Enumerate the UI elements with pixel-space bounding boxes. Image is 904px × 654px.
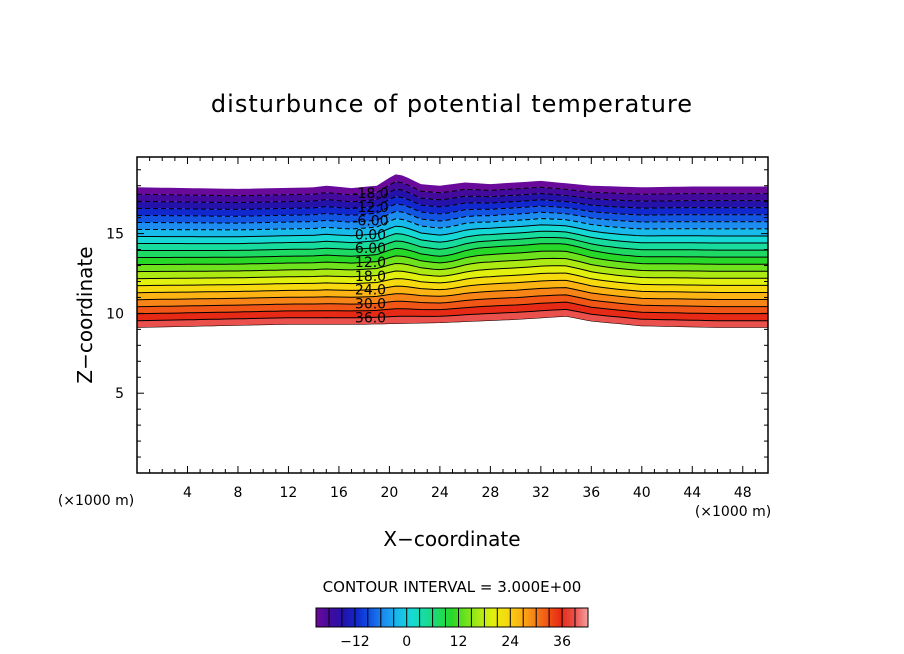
- contour-band: [137, 204, 768, 224]
- contour-interval-label: CONTOUR INTERVAL = 3.000E+00: [323, 578, 582, 596]
- contour-band: [137, 218, 768, 237]
- contour-band: [137, 174, 768, 196]
- contour-band: [137, 189, 768, 210]
- x-tick-label: 48: [734, 485, 752, 501]
- contour-band: [137, 309, 768, 328]
- x-unit-label: (×1000 m): [695, 504, 771, 520]
- contour-line: [137, 188, 768, 204]
- y-tick-label: 15: [106, 227, 124, 243]
- contour-label: 6.00: [355, 241, 386, 257]
- y-tick-label: 5: [115, 386, 124, 402]
- x-tick-label: 28: [481, 485, 499, 501]
- contour-band: [137, 211, 768, 230]
- contour-label: 18.0: [355, 269, 386, 285]
- colorbar-tick-label: 12: [450, 634, 468, 650]
- chart-title: disturbunce of potential temperature: [211, 90, 693, 118]
- contour-line: [137, 224, 768, 238]
- contour-label: -18.0: [352, 186, 388, 202]
- contour-line: [137, 265, 768, 280]
- x-tick-label: 12: [280, 485, 298, 501]
- contour-line: [137, 257, 768, 273]
- colorbar-frame: [315, 607, 589, 628]
- y-tick-label: 10: [106, 306, 124, 322]
- contour-band: [137, 181, 768, 203]
- x-tick-label: 24: [431, 485, 449, 501]
- contour-line: [137, 308, 768, 322]
- x-tick-label: 32: [532, 485, 550, 501]
- x-tick-label: 40: [633, 485, 651, 501]
- x-tick-label: 16: [330, 485, 348, 501]
- contour-band: [137, 196, 768, 217]
- contour-line: [137, 230, 768, 245]
- contour-line: [137, 196, 768, 210]
- contour-line: [137, 181, 768, 197]
- x-axis-title: X−coordinate: [383, 527, 520, 551]
- contour-line: [137, 250, 768, 266]
- colorbar: −12 0 12 24 36: [315, 607, 589, 650]
- contour-label: 30.0: [355, 297, 386, 313]
- contour-line: [137, 287, 768, 301]
- contour-line: [137, 203, 768, 217]
- contour-line: [137, 210, 768, 224]
- contour-label: -6.00: [352, 214, 388, 230]
- contour-label: 36.0: [355, 311, 386, 327]
- contour-line: [137, 243, 768, 258]
- contour-line: [137, 316, 768, 328]
- contour-band: [137, 243, 768, 265]
- contour-band: [137, 265, 768, 286]
- temperature-field: [137, 174, 768, 328]
- x-tick-label: 4: [183, 485, 192, 501]
- colorbar-tick-label: 36: [553, 634, 571, 650]
- x-tick-label: 44: [683, 485, 701, 501]
- colorbar-tick-label: 0: [402, 634, 411, 650]
- contour-label: 12.0: [355, 255, 386, 271]
- contour-label: 24.0: [355, 283, 386, 299]
- contour-labels: -18.0-12.0-6.000.006.0012.018.024.030.03…: [352, 186, 388, 326]
- colorbar-gradient: [316, 608, 588, 627]
- contour-band: [137, 224, 768, 244]
- contour-line: [137, 272, 768, 287]
- contour-line: [137, 218, 768, 231]
- colorbar-tick-label: −12: [340, 634, 370, 650]
- contour-line: [137, 301, 768, 315]
- x-tick-label: 36: [582, 485, 600, 501]
- x-tick-label: 20: [380, 485, 398, 501]
- y-axis-title: Z−coordinate: [73, 246, 97, 383]
- x-tick-label: 8: [233, 485, 242, 501]
- contour-label: -12.0: [352, 200, 388, 216]
- contour-line: [137, 237, 768, 251]
- colorbar-tick-label: 24: [501, 634, 519, 650]
- y-unit-label: (×1000 m): [58, 493, 134, 509]
- contour-band: [137, 273, 768, 293]
- contour-line: [137, 294, 768, 308]
- contour-line: [137, 279, 768, 294]
- contour-band: [137, 231, 768, 251]
- contour-label: 0.00: [355, 227, 386, 243]
